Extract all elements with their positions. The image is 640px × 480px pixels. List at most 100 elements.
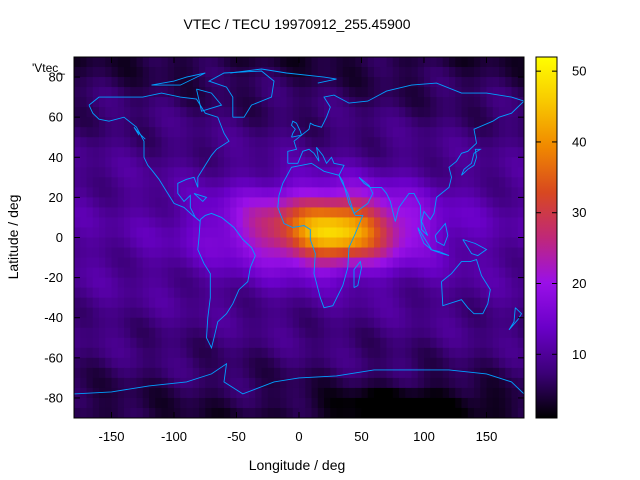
heatmap-cell xyxy=(499,197,506,209)
heatmap-cell xyxy=(92,197,100,209)
heatmap-cell xyxy=(449,347,456,359)
heatmap-cell xyxy=(430,277,438,289)
heatmap-cell xyxy=(392,397,400,409)
heatmap-cell xyxy=(367,407,375,418)
heatmap-cell xyxy=(442,337,450,349)
heatmap-cell xyxy=(480,407,488,418)
heatmap-cell xyxy=(411,397,419,409)
heatmap-cell xyxy=(217,347,225,359)
heatmap-cell xyxy=(211,397,219,409)
heatmap-cell xyxy=(174,117,181,128)
heatmap-cell xyxy=(367,127,375,138)
heatmap-cell xyxy=(249,57,256,68)
heatmap-cell xyxy=(211,97,219,108)
heatmap-cell xyxy=(167,257,175,269)
heatmap-cell xyxy=(324,307,331,319)
heatmap-cell xyxy=(480,77,488,88)
heatmap-cell xyxy=(317,407,325,418)
heatmap-cell xyxy=(467,327,475,339)
heatmap-cell xyxy=(255,297,263,309)
heatmap-cell xyxy=(511,267,519,279)
heatmap-cell xyxy=(249,347,256,359)
heatmap-cell xyxy=(486,187,494,198)
heatmap-cell xyxy=(92,77,100,88)
heatmap-cell xyxy=(430,327,438,339)
heatmap-cell xyxy=(355,297,363,309)
heatmap-cell xyxy=(117,107,125,118)
heatmap-cell xyxy=(461,387,469,399)
heatmap-cell xyxy=(349,127,356,138)
heatmap-cell xyxy=(99,197,106,209)
heatmap-cell xyxy=(374,327,381,339)
heatmap-cell xyxy=(111,237,119,249)
heatmap-cell xyxy=(499,347,506,359)
heatmap-cell xyxy=(361,207,369,219)
heatmap-cell xyxy=(267,167,275,178)
heatmap-cell xyxy=(211,287,219,299)
coastline xyxy=(197,212,256,350)
heatmap-cell xyxy=(280,117,288,128)
heatmap-cell xyxy=(255,57,263,68)
heatmap-cell xyxy=(274,157,281,168)
heatmap-cell xyxy=(442,377,450,389)
heatmap-cell xyxy=(492,137,500,148)
heatmap-cell xyxy=(255,357,263,369)
heatmap-cell xyxy=(449,57,456,68)
heatmap-cell xyxy=(436,217,444,229)
heatmap-cell xyxy=(111,167,119,178)
coastline xyxy=(287,82,524,236)
heatmap-cell xyxy=(386,297,394,309)
heatmap-cell xyxy=(386,247,394,259)
heatmap-cell xyxy=(367,397,375,409)
heatmap-cell xyxy=(155,187,163,198)
heatmap-cell xyxy=(130,247,138,259)
heatmap-cell xyxy=(117,327,125,339)
heatmap-cell xyxy=(211,197,219,209)
heatmap-cell xyxy=(405,267,413,279)
heatmap-cell xyxy=(130,117,138,128)
heatmap-cell xyxy=(486,157,494,168)
heatmap-cell xyxy=(411,257,419,269)
heatmap-cell xyxy=(305,347,313,359)
heatmap-cell xyxy=(361,107,369,118)
heatmap-cell xyxy=(267,297,275,309)
heatmap-cell xyxy=(92,227,100,239)
heatmap-cell xyxy=(517,177,524,188)
heatmap-cell xyxy=(436,317,444,329)
heatmap-cell xyxy=(192,137,200,148)
heatmap-cell xyxy=(330,187,338,198)
heatmap-cell xyxy=(517,207,524,219)
heatmap-cell xyxy=(192,197,200,209)
heatmap-cell xyxy=(480,127,488,138)
heatmap-cell xyxy=(405,257,413,269)
heatmap-cell xyxy=(167,387,175,399)
heatmap-cell xyxy=(330,167,338,178)
heatmap-cell xyxy=(424,107,431,118)
heatmap-cell xyxy=(117,187,125,198)
heatmap-cell xyxy=(261,227,269,239)
heatmap-cell xyxy=(161,207,169,219)
heatmap-cell xyxy=(286,107,294,118)
heatmap-cell xyxy=(461,57,469,68)
heatmap-cell xyxy=(411,227,419,239)
heatmap-cell xyxy=(455,117,463,128)
heatmap-cell xyxy=(349,297,356,309)
heatmap-cell xyxy=(324,187,331,198)
heatmap-cell xyxy=(361,167,369,178)
heatmap-cell xyxy=(355,127,363,138)
heatmap-cell xyxy=(417,317,425,329)
heatmap-cell xyxy=(505,167,513,178)
heatmap-cell xyxy=(336,187,344,198)
heatmap-cell xyxy=(124,147,131,158)
heatmap-cell xyxy=(155,247,163,259)
heatmap-cell xyxy=(380,67,388,78)
heatmap-cell xyxy=(211,177,219,188)
heatmap-cell xyxy=(261,307,269,319)
heatmap-cell xyxy=(461,87,469,98)
heatmap-cell xyxy=(117,277,125,289)
heatmap-cell xyxy=(405,67,413,78)
heatmap-cell xyxy=(280,157,288,168)
heatmap-cell xyxy=(292,357,300,369)
heatmap-cell xyxy=(199,297,206,309)
heatmap-cell xyxy=(205,147,213,158)
